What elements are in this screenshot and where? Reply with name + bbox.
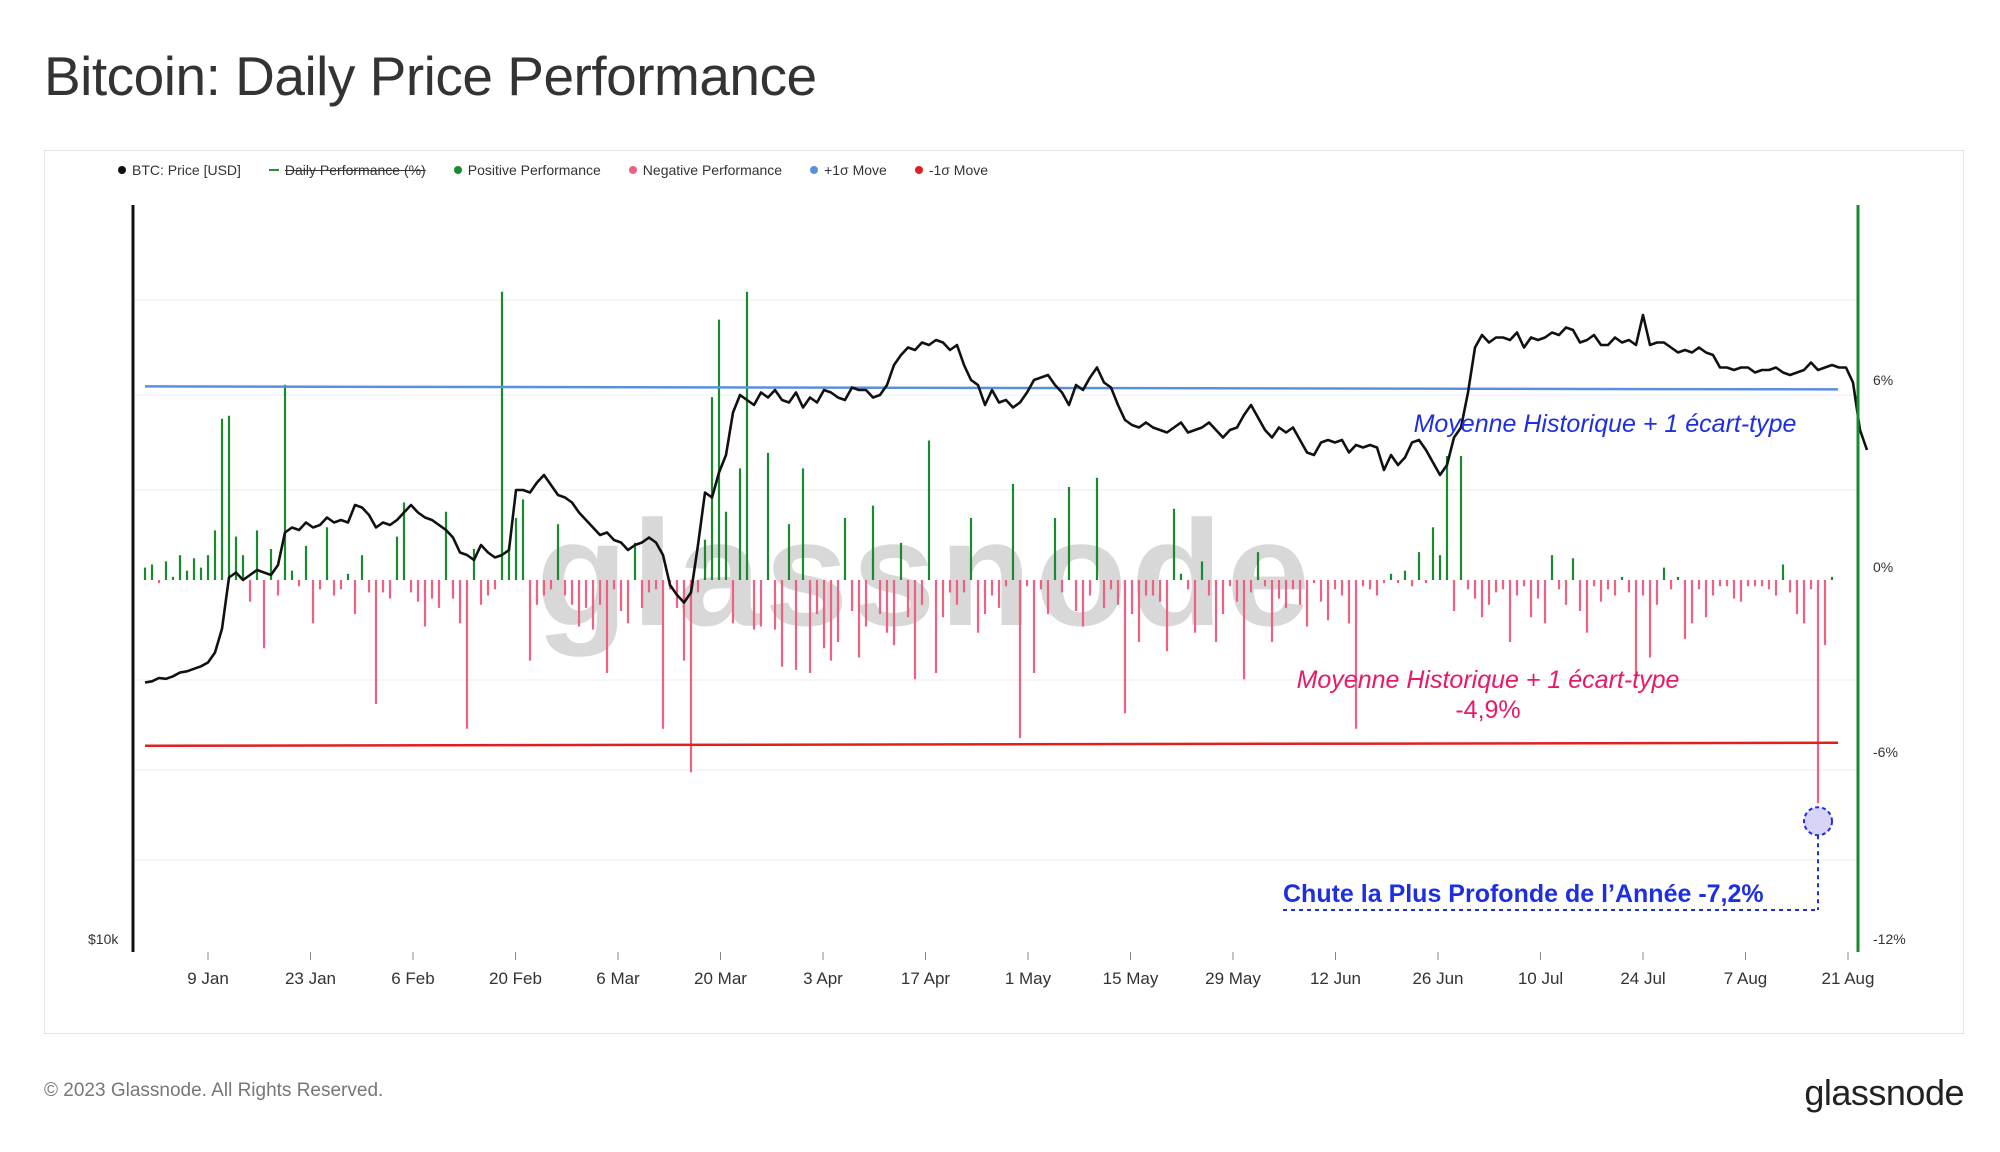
x-tick-label: 7 Aug <box>1724 969 1768 988</box>
legend-item[interactable]: Daily Performance (%) <box>268 162 426 178</box>
chart-legend: BTC: Price [USD] Daily Performance (%) Pos… <box>118 162 988 178</box>
footer-copyright: © 2023 Glassnode. All Rights Reserved. <box>44 1080 384 1101</box>
right-axis-tick: -6% <box>1873 744 1898 760</box>
legend-marker-icon <box>268 169 279 171</box>
legend-label: BTC: Price [USD] <box>132 162 241 178</box>
lower-annotation-value: -4,9% <box>1455 696 1520 724</box>
legend-label: Daily Performance (%) <box>284 162 426 178</box>
x-tick-label: 29 May <box>1205 969 1261 988</box>
page-title: Bitcoin: Daily Price Performance <box>44 45 817 107</box>
legend-marker-icon <box>914 166 923 174</box>
legend-marker-icon <box>453 166 462 174</box>
deepest-drop-marker <box>1803 806 1833 837</box>
footer-logo: glassnode <box>1804 1072 1964 1113</box>
x-tick-label: 23 Jan <box>285 969 336 988</box>
right-axis-tick: 6% <box>1873 372 1893 388</box>
legend-marker-icon <box>118 166 126 174</box>
x-tick-label: 6 Mar <box>596 969 640 988</box>
right-axis-tick: 0% <box>1873 559 1893 575</box>
price-line <box>144 313 1869 684</box>
x-tick-label: 26 Jun <box>1412 969 1463 988</box>
x-tick-label: 21 Aug <box>1822 969 1875 988</box>
x-tick-label: 24 Jul <box>1620 969 1665 988</box>
legend-label: Positive Performance <box>467 162 601 178</box>
legend-item[interactable]: Negative Performance <box>628 162 783 178</box>
legend-item[interactable]: Positive Performance <box>453 162 601 178</box>
upper-annotation: Moyenne Historique + 1 écart-type <box>1414 410 1797 438</box>
x-tick-label: 20 Feb <box>489 969 542 988</box>
x-tick-label: 20 Mar <box>694 969 747 988</box>
x-tick-label: 3 Apr <box>803 969 843 988</box>
legend-marker-icon <box>810 166 819 174</box>
plus-sigma-line <box>144 385 1839 391</box>
x-tick-label: 6 Feb <box>391 969 434 988</box>
x-tick-label: 12 Jun <box>1310 969 1361 988</box>
minus-sigma-line <box>144 741 1839 748</box>
watermark-text: glassnode <box>536 489 1314 657</box>
x-tick-label: 10 Jul <box>1518 969 1563 988</box>
chart-frame <box>44 150 1964 1034</box>
legend-label: -1σ Move <box>928 162 989 178</box>
x-tick-label: 15 May <box>1103 969 1159 988</box>
legend-item[interactable]: +1σ Move <box>810 162 887 178</box>
lower-annotation: Moyenne Historique + 1 écart-type <box>1297 666 1680 694</box>
legend-label: +1σ Move <box>824 162 887 178</box>
x-tick-label: 9 Jan <box>187 969 229 988</box>
legend-item[interactable]: -1σ Move <box>914 162 989 178</box>
legend-label: Negative Performance <box>642 162 783 178</box>
right-axis-tick: -12% <box>1873 931 1906 947</box>
x-tick-label: 17 Apr <box>901 969 950 988</box>
x-tick-label: 1 May <box>1005 969 1052 988</box>
left-axis-tick: $10k <box>88 931 119 947</box>
legend-marker-icon <box>628 166 637 174</box>
deepest-annotation: Chute la Plus Profonde de l’Année -7,2% <box>1283 880 1764 908</box>
legend-item[interactable]: BTC: Price [USD] <box>118 162 241 178</box>
